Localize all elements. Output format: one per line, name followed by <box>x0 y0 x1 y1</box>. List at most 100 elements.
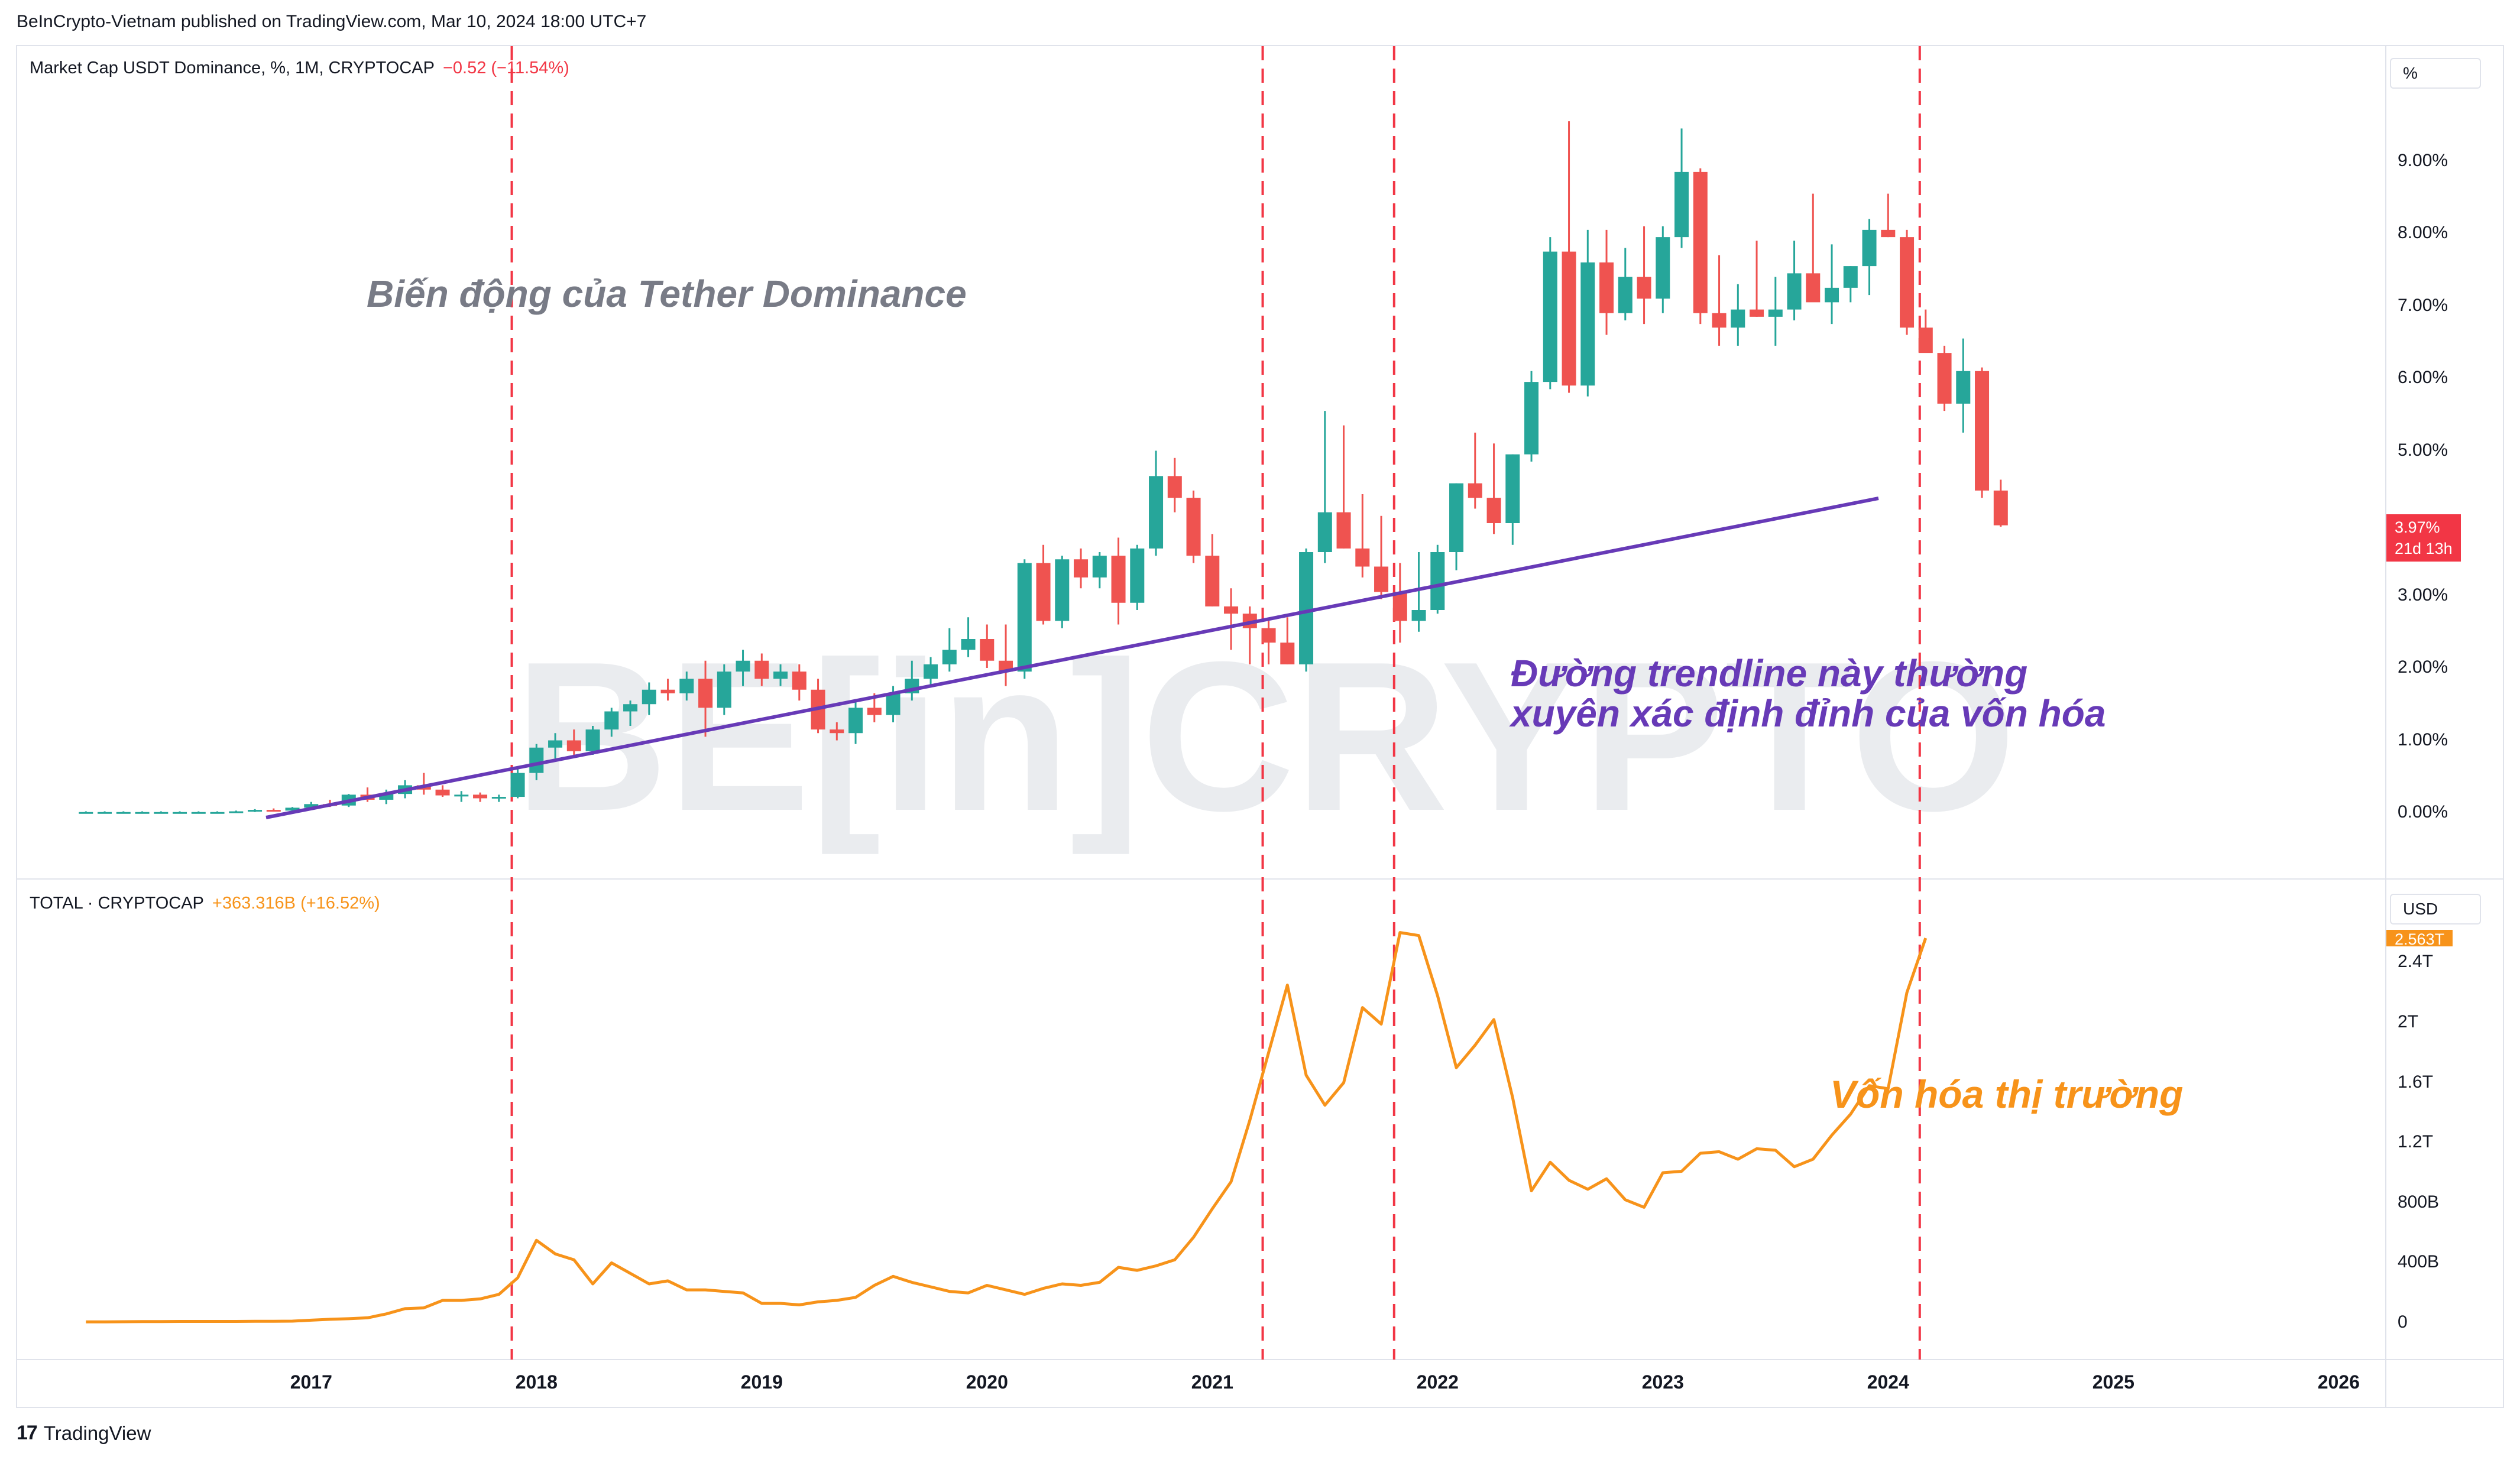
candle[interactable] <box>1975 367 1990 498</box>
dominance-annotation[interactable]: Biến động của Tether Dominance <box>367 273 967 315</box>
candle[interactable] <box>154 811 169 814</box>
candle[interactable] <box>1149 450 1164 556</box>
candle[interactable] <box>1599 229 1614 335</box>
candle[interactable] <box>1900 229 1915 335</box>
candle[interactable] <box>1843 266 1858 303</box>
candle[interactable] <box>1993 479 2008 527</box>
candle[interactable] <box>754 653 769 686</box>
candle[interactable] <box>1205 534 1220 606</box>
candle[interactable] <box>1768 277 1783 346</box>
candle[interactable] <box>736 650 750 686</box>
candle[interactable] <box>1825 244 1839 325</box>
candle[interactable] <box>1336 425 1351 549</box>
candle[interactable] <box>510 769 525 799</box>
candle[interactable] <box>1449 483 1464 570</box>
candle[interactable] <box>660 679 675 701</box>
candle[interactable] <box>1092 552 1107 589</box>
candle[interactable] <box>1017 559 1032 679</box>
candle[interactable] <box>961 617 976 657</box>
candle[interactable] <box>98 811 112 814</box>
trendline[interactable] <box>265 497 1879 819</box>
candle[interactable] <box>1167 458 1182 512</box>
candle[interactable] <box>473 792 488 802</box>
candle[interactable] <box>1618 248 1633 321</box>
candle[interactable] <box>548 733 563 759</box>
candle[interactable] <box>266 808 281 812</box>
candle[interactable] <box>1111 537 1126 625</box>
candle[interactable] <box>1261 621 1276 664</box>
candle[interactable] <box>79 811 93 814</box>
candle[interactable] <box>210 811 225 814</box>
candle[interactable] <box>1881 193 1896 238</box>
candle[interactable] <box>1074 548 1089 589</box>
candle[interactable] <box>173 811 187 814</box>
candle[interactable] <box>1937 345 1952 411</box>
candle[interactable] <box>191 811 206 814</box>
candle[interactable] <box>773 664 788 686</box>
candle[interactable] <box>454 791 469 802</box>
candle[interactable] <box>1918 309 1933 353</box>
candle[interactable] <box>623 700 638 726</box>
candle[interactable] <box>1580 229 1595 397</box>
candle[interactable] <box>1036 544 1051 625</box>
market-cap-annotation[interactable]: Vốn hóa thị trường <box>1830 1072 2184 1116</box>
candle[interactable] <box>116 811 131 814</box>
candle[interactable] <box>1656 226 1670 313</box>
candle[interactable] <box>642 682 656 715</box>
market-cap-line[interactable] <box>86 931 1928 1323</box>
candle[interactable] <box>1505 454 1520 545</box>
candle[interactable] <box>1130 544 1145 610</box>
candle[interactable] <box>1055 556 1070 628</box>
candle[interactable] <box>1637 226 1651 325</box>
total-axis-unit[interactable]: USD <box>2390 894 2481 924</box>
total-legend[interactable]: TOTAL · CRYPTOCAP +363.316B (+16.52%) <box>30 894 380 913</box>
candle[interactable] <box>848 700 863 744</box>
candle[interactable] <box>1731 284 1745 346</box>
candle[interactable] <box>1562 121 1576 393</box>
candle[interactable] <box>585 726 600 755</box>
candle[interactable] <box>135 811 150 814</box>
candle[interactable] <box>1806 193 1821 303</box>
candle[interactable] <box>1355 494 1370 578</box>
candle[interactable] <box>1862 219 1877 296</box>
candle[interactable] <box>1693 168 1708 325</box>
candle[interactable] <box>1374 515 1389 599</box>
candle[interactable] <box>604 708 619 737</box>
candle[interactable] <box>435 785 450 797</box>
candle[interactable] <box>1392 563 1407 643</box>
candle[interactable] <box>980 624 995 669</box>
candle[interactable] <box>491 794 506 802</box>
dominance-axis-unit[interactable]: % <box>2390 58 2481 89</box>
candle[interactable] <box>1317 411 1332 563</box>
trendline-annotation-line2[interactable]: xuyên xác định đỉnh của vốn hóa <box>1511 692 2106 735</box>
candle[interactable] <box>1280 617 1295 664</box>
chart-frame[interactable] <box>16 45 2504 1408</box>
candle[interactable] <box>830 722 844 741</box>
candle[interactable] <box>1712 255 1727 346</box>
candle[interactable] <box>1787 241 1802 320</box>
candle[interactable] <box>1750 241 1764 317</box>
trendline-annotation-line1[interactable]: Đường trendline này thường <box>1511 652 2028 695</box>
candle[interactable] <box>1411 552 1426 632</box>
candle[interactable] <box>529 744 544 780</box>
candle[interactable] <box>942 628 957 672</box>
candle[interactable] <box>1468 432 1482 509</box>
candle[interactable] <box>717 664 731 715</box>
candle[interactable] <box>1956 338 1971 433</box>
candle[interactable] <box>792 664 806 701</box>
candle[interactable] <box>886 686 901 722</box>
candle[interactable] <box>1486 443 1501 534</box>
candle[interactable] <box>1543 237 1557 390</box>
candle[interactable] <box>248 809 263 812</box>
candle[interactable] <box>1674 128 1689 248</box>
candle[interactable] <box>698 660 713 737</box>
candle[interactable] <box>1524 371 1539 462</box>
footer[interactable]: 17 TradingView <box>17 1422 151 1445</box>
candle[interactable] <box>1186 490 1201 563</box>
candle[interactable] <box>566 729 581 755</box>
candle[interactable] <box>1224 588 1239 650</box>
candle[interactable] <box>229 810 244 813</box>
candle[interactable] <box>1430 544 1445 614</box>
candle[interactable] <box>679 672 694 701</box>
